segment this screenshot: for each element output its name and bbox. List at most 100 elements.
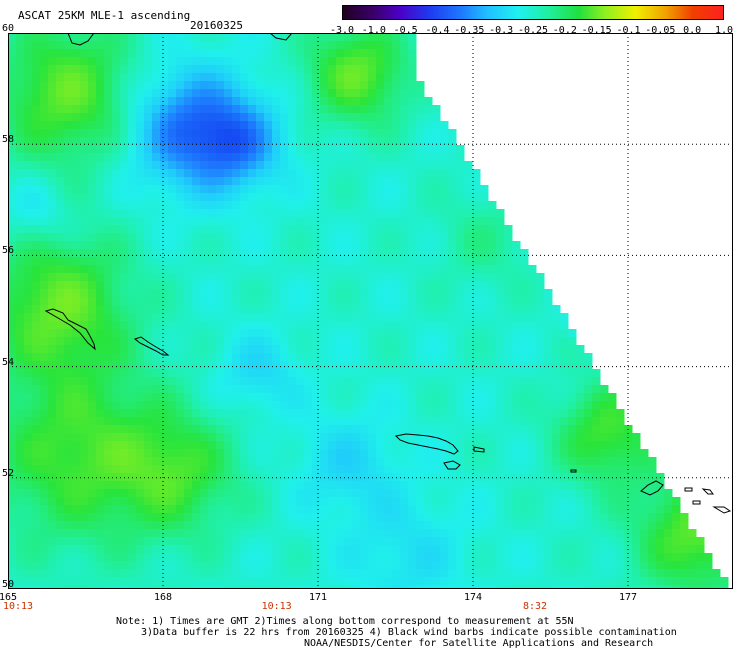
- data-cell: [64, 505, 73, 514]
- data-cell: [592, 489, 601, 498]
- data-cell: [576, 553, 585, 562]
- data-cell: [168, 345, 177, 354]
- data-cell: [632, 545, 641, 554]
- data-cell: [120, 273, 129, 282]
- data-cell: [664, 553, 673, 562]
- data-cell: [96, 393, 105, 402]
- data-cell: [48, 185, 57, 194]
- data-cell: [632, 569, 641, 578]
- data-cell: [312, 345, 321, 354]
- data-cell: [448, 481, 457, 490]
- data-cell: [496, 561, 505, 570]
- data-cell: [424, 241, 433, 250]
- data-cell: [208, 65, 217, 74]
- data-cell: [656, 513, 665, 522]
- data-cell: [240, 249, 249, 258]
- data-cell: [480, 529, 489, 538]
- data-cell: [424, 353, 433, 362]
- data-cell: [216, 81, 225, 90]
- data-cell: [176, 537, 185, 546]
- data-cell: [456, 425, 465, 434]
- data-cell: [448, 129, 457, 138]
- data-cell: [208, 393, 217, 402]
- data-cell: [168, 201, 177, 210]
- data-cell: [320, 449, 329, 458]
- data-cell: [384, 361, 393, 370]
- data-cell: [352, 137, 361, 146]
- data-cell: [456, 481, 465, 490]
- data-cell: [192, 345, 201, 354]
- data-cell: [344, 505, 353, 514]
- data-cell: [272, 225, 281, 234]
- data-cell: [40, 417, 49, 426]
- data-cell: [312, 313, 321, 322]
- data-cell: [256, 41, 265, 50]
- data-cell: [528, 449, 537, 458]
- data-cell: [120, 217, 129, 226]
- data-cell: [120, 505, 129, 514]
- data-cell: [328, 353, 337, 362]
- data-cell: [264, 257, 273, 266]
- data-cell: [48, 393, 57, 402]
- data-cell: [384, 409, 393, 418]
- data-cell: [40, 177, 49, 186]
- data-cell: [584, 385, 593, 394]
- data-cell: [312, 377, 321, 386]
- data-cell: [368, 249, 377, 258]
- data-cell: [104, 457, 113, 466]
- data-cell: [16, 521, 25, 530]
- data-cell: [40, 321, 49, 330]
- data-cell: [504, 353, 513, 362]
- data-cell: [672, 553, 681, 562]
- data-cell: [232, 41, 241, 50]
- data-cell: [96, 457, 105, 466]
- data-cell: [128, 193, 137, 202]
- data-cell: [8, 265, 17, 274]
- data-cell: [296, 49, 305, 58]
- data-cell: [472, 449, 481, 458]
- data-cell: [632, 585, 641, 589]
- data-cell: [56, 457, 65, 466]
- data-cell: [296, 553, 305, 562]
- data-cell: [232, 425, 241, 434]
- data-cell: [512, 297, 521, 306]
- data-cell: [240, 137, 249, 146]
- data-cell: [248, 41, 257, 50]
- data-cell: [240, 417, 249, 426]
- data-cell: [336, 193, 345, 202]
- data-cell: [24, 401, 33, 410]
- data-cell: [24, 345, 33, 354]
- data-cell: [160, 441, 169, 450]
- data-cell: [104, 329, 113, 338]
- data-cell: [160, 553, 169, 562]
- data-cell: [496, 521, 505, 530]
- data-cell: [16, 393, 25, 402]
- data-cell: [280, 545, 289, 554]
- data-cell: [360, 361, 369, 370]
- data-cell: [88, 177, 97, 186]
- data-cell: [104, 433, 113, 442]
- data-cell: [464, 401, 473, 410]
- data-cell: [616, 569, 625, 578]
- data-cell: [456, 313, 465, 322]
- data-cell: [432, 361, 441, 370]
- data-cell: [400, 265, 409, 274]
- data-cell: [160, 33, 169, 42]
- data-cell: [256, 417, 265, 426]
- data-cell: [152, 145, 161, 154]
- data-cell: [312, 129, 321, 138]
- data-cell: [80, 321, 89, 330]
- data-cell: [416, 561, 425, 570]
- data-cell: [464, 185, 473, 194]
- data-cell: [96, 513, 105, 522]
- data-cell: [56, 233, 65, 242]
- data-cell: [200, 441, 209, 450]
- data-cell: [312, 393, 321, 402]
- data-cell: [320, 425, 329, 434]
- data-cell: [352, 337, 361, 346]
- data-cell: [416, 481, 425, 490]
- data-cell: [64, 457, 73, 466]
- data-cell: [560, 385, 569, 394]
- data-cell: [288, 521, 297, 530]
- data-cell: [352, 313, 361, 322]
